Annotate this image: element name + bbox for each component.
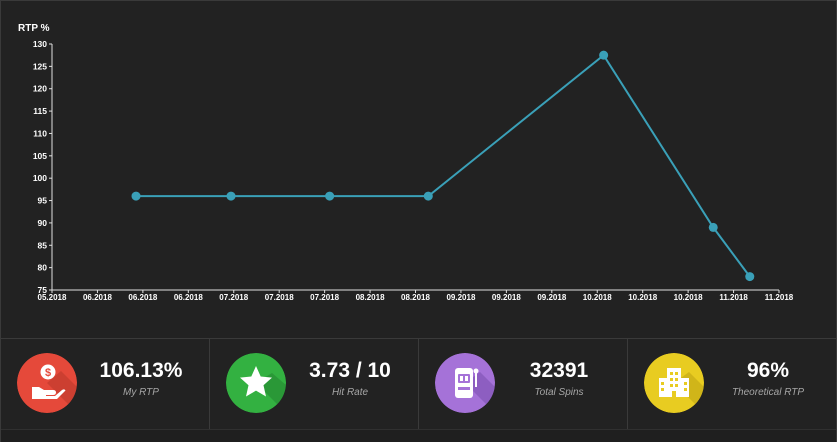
data-point[interactable] [599, 50, 609, 60]
data-point[interactable] [131, 191, 141, 201]
bottom-strip [1, 429, 836, 442]
stat-hit-rate: 3.73 / 10 Hit Rate [210, 339, 419, 429]
data-point[interactable] [708, 222, 718, 232]
data-point[interactable] [226, 191, 236, 201]
y-tick-label: 85 [38, 240, 48, 250]
y-tick-label: 115 [33, 106, 47, 116]
total-spins-label: Total Spins [534, 387, 584, 398]
building-icon [644, 353, 704, 413]
theoretical-rtp-label: Theoretical RTP [731, 387, 805, 398]
x-tick-label: 06.2018 [128, 293, 157, 302]
y-tick-label: 95 [38, 196, 48, 206]
y-tick-label: 105 [33, 151, 47, 161]
slot-machine-icon [435, 353, 495, 413]
x-tick-label: 06.2018 [174, 293, 203, 302]
y-tick-label: 100 [33, 173, 47, 183]
x-tick-label: 11.2018 [765, 293, 794, 302]
data-point[interactable] [423, 191, 433, 201]
x-tick-label: 10.2018 [583, 293, 612, 302]
x-tick-label: 11.2018 [719, 293, 748, 302]
my-rtp-value: 106.13% [99, 359, 183, 382]
data-point[interactable] [325, 191, 335, 201]
y-tick-label: 125 [33, 61, 47, 71]
svg-text:$: $ [45, 367, 51, 379]
x-tick-label: 05.2018 [38, 293, 67, 302]
chart-stats-divider [1, 338, 836, 339]
x-tick-label: 10.2018 [674, 293, 703, 302]
x-tick-label: 07.2018 [310, 293, 339, 302]
rtp-chart-svg: RTP % 75 80 85 90 95 100 105 110 115 120 125 130 05… [18, 23, 794, 302]
data-point[interactable] [745, 272, 755, 282]
x-tick-label: 06.2018 [83, 293, 112, 302]
y-tick-label: 75 [38, 285, 48, 295]
x-tick-label: 09.2018 [446, 293, 475, 302]
total-spins-value: 32391 [529, 359, 589, 382]
y-tick-label: 80 [38, 263, 48, 273]
x-tick-label: 09.2018 [537, 293, 566, 302]
hit-rate-label: Hit Rate [331, 387, 369, 398]
theoretical-rtp-value: 96% [746, 359, 790, 382]
hand-coin-icon: $ [17, 353, 77, 413]
x-tick-label: 07.2018 [219, 293, 248, 302]
stat-total-spins: 32391 Total Spins [419, 339, 628, 429]
my-rtp-label: My RTP [123, 387, 159, 398]
y-tick-label: 130 [33, 39, 47, 49]
rtp-chart: RTP % 75 80 85 90 95 100 105 110 115 120 125 130 05… [1, 1, 836, 337]
stats-row: $ 106.13% My RTP 3.73 / 10 Hit Rate [1, 339, 836, 429]
y-axis-label: RTP % [18, 23, 50, 34]
y-tick-label: 90 [38, 218, 48, 228]
series-line [136, 53, 751, 278]
x-tick-label: 09.2018 [492, 293, 521, 302]
star-icon [226, 353, 286, 413]
x-tick-label: 08.2018 [401, 293, 430, 302]
stat-theoretical-rtp: 96% Theoretical RTP [628, 339, 836, 429]
y-tick-label: 110 [33, 128, 47, 138]
x-tick-label: 10.2018 [628, 293, 657, 302]
stat-my-rtp: $ 106.13% My RTP [1, 339, 210, 429]
hit-rate-value: 3.73 / 10 [309, 359, 391, 382]
x-tick-label: 08.2018 [356, 293, 385, 302]
y-tick-label: 120 [33, 84, 47, 94]
x-tick-label: 07.2018 [265, 293, 294, 302]
